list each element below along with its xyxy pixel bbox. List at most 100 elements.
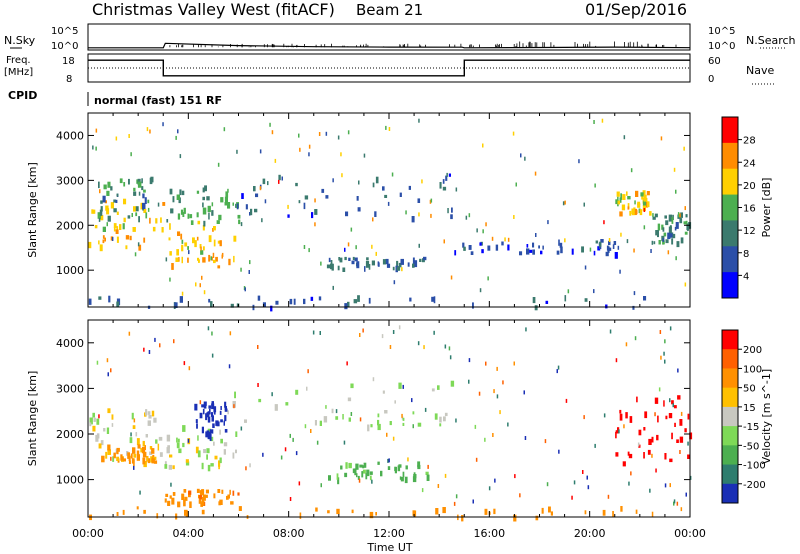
data-cell xyxy=(223,127,226,132)
data-cell xyxy=(223,449,226,455)
data-cell xyxy=(644,411,648,419)
data-cell xyxy=(627,451,630,456)
data-cell xyxy=(211,331,213,336)
data-cell xyxy=(218,465,220,470)
data-cell xyxy=(209,408,211,415)
data-cell xyxy=(615,431,617,439)
data-cell xyxy=(92,209,96,214)
data-cell xyxy=(593,289,595,294)
data-cell xyxy=(584,265,587,270)
data-cell xyxy=(595,240,599,244)
data-cell xyxy=(206,448,210,454)
data-cell xyxy=(643,194,647,202)
data-cell xyxy=(657,415,659,423)
data-cell xyxy=(671,216,674,224)
data-cell xyxy=(211,401,214,409)
data-cell xyxy=(628,453,633,459)
data-cell xyxy=(680,507,683,512)
data-cell xyxy=(227,410,229,415)
data-cell xyxy=(111,423,114,427)
data-cell xyxy=(210,301,213,308)
colorbar-tick-label: 4 xyxy=(743,271,749,282)
data-cell xyxy=(366,469,370,477)
data-cell xyxy=(206,196,210,201)
data-cell xyxy=(318,132,321,136)
data-cell xyxy=(679,213,681,218)
data-cell xyxy=(257,295,261,301)
data-cell xyxy=(472,499,474,504)
data-cell xyxy=(303,202,306,210)
data-cell xyxy=(669,233,673,238)
data-cell xyxy=(175,257,179,262)
data-cell xyxy=(357,475,360,480)
sky-tick-high-right: 10^5 xyxy=(708,26,735,37)
data-cell xyxy=(594,443,596,448)
data-cell xyxy=(499,410,501,415)
data-cell xyxy=(429,199,432,204)
data-cell xyxy=(325,131,328,136)
data-cell xyxy=(633,291,636,296)
data-cell xyxy=(177,501,181,508)
data-cell xyxy=(368,297,371,304)
data-cell xyxy=(104,237,106,242)
data-cell xyxy=(615,430,620,434)
data-cell xyxy=(613,241,617,245)
y-tick-label: 4000 xyxy=(56,129,84,142)
data-cell xyxy=(626,239,629,244)
data-cell xyxy=(307,369,309,374)
data-cell xyxy=(177,231,181,236)
data-cell xyxy=(375,251,377,256)
colorbar-tick-label: -50 xyxy=(743,441,759,452)
data-cell xyxy=(651,436,654,443)
data-cell xyxy=(312,330,315,335)
data-cell xyxy=(130,432,132,437)
data-cell xyxy=(208,405,211,409)
data-cell xyxy=(99,244,103,252)
data-cell xyxy=(578,159,580,164)
data-cell xyxy=(257,345,259,349)
data-cell xyxy=(631,208,634,215)
data-cell xyxy=(196,423,198,429)
data-cell xyxy=(181,291,184,296)
data-cell xyxy=(144,197,147,204)
data-cell xyxy=(607,494,610,499)
data-cell xyxy=(638,208,641,214)
data-cell xyxy=(357,295,360,302)
data-cell xyxy=(382,259,386,265)
colorbar-segment xyxy=(722,330,738,350)
data-cell xyxy=(185,461,190,466)
data-cell xyxy=(189,214,193,219)
data-cell xyxy=(122,223,125,230)
data-cell xyxy=(219,429,221,435)
data-cell xyxy=(663,240,665,245)
data-cell xyxy=(450,275,453,280)
data-cell xyxy=(158,436,163,441)
data-cell xyxy=(292,437,294,442)
data-cell xyxy=(679,450,681,454)
data-cell xyxy=(136,506,139,510)
data-cell xyxy=(619,197,622,203)
data-cell xyxy=(439,416,442,423)
sky-noise-line xyxy=(88,42,691,49)
data-cell xyxy=(485,222,487,227)
data-cell xyxy=(113,452,116,459)
data-cell xyxy=(237,492,240,496)
data-cell xyxy=(558,239,560,246)
data-cell xyxy=(95,128,98,133)
data-cell xyxy=(139,490,141,495)
data-cell xyxy=(206,412,210,418)
data-cell xyxy=(629,210,632,216)
data-cell xyxy=(468,379,470,384)
data-cell xyxy=(132,425,136,429)
data-cell xyxy=(474,424,477,429)
data-cell xyxy=(369,471,373,475)
data-cell xyxy=(135,212,138,217)
data-cell xyxy=(348,462,352,469)
data-cell xyxy=(181,190,185,196)
data-cell xyxy=(229,489,231,495)
data-cell xyxy=(482,143,484,148)
data-cell xyxy=(244,419,247,423)
data-cell xyxy=(209,429,214,434)
data-cell xyxy=(597,246,601,251)
data-cell xyxy=(198,499,202,504)
